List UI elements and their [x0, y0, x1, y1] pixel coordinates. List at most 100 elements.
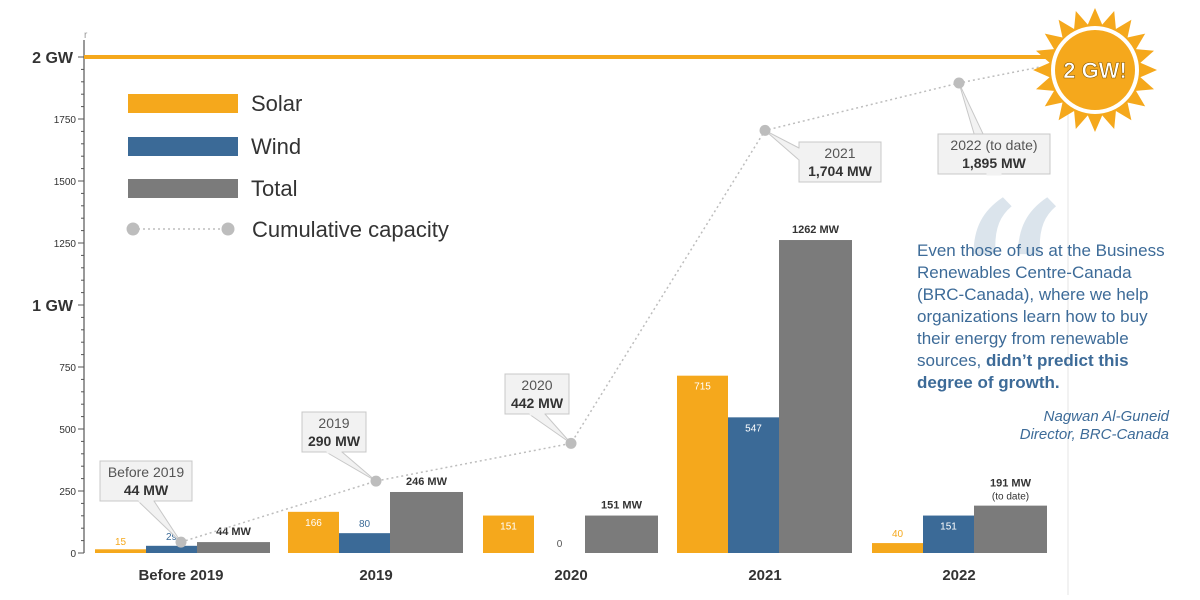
callout-value: 1,895 MW [962, 155, 1027, 171]
cumulative-line [180, 66, 1041, 543]
x-tick-label: Before 2019 [138, 567, 223, 584]
y-tick-label: 1250 [54, 239, 77, 250]
two-gw-burst: 2 GW! [1033, 8, 1157, 132]
callout-value: 442 MW [511, 395, 564, 411]
legend-label-cumulative: Cumulative capacity [252, 217, 449, 242]
cumulative-point [370, 475, 382, 487]
bar-solar [677, 375, 728, 553]
bars: 15 29 44 MW 166 80 246 MW 151 0 151 MW 715 547 1262… [95, 224, 1047, 554]
legend-swatch-total [128, 179, 238, 198]
legend-label-wind: Wind [251, 134, 301, 159]
callout-value: 290 MW [308, 433, 361, 449]
quote-text-plain: Even those of us at the Business Renewab… [917, 241, 1165, 370]
callout-join [529, 412, 545, 416]
cumulative-point [565, 437, 577, 449]
callout-box [301, 411, 367, 453]
bar-label-solar: 40 [892, 529, 904, 540]
callout-join [986, 172, 1002, 176]
y-tick-label: 1750 [54, 115, 77, 126]
bar-wind [728, 417, 779, 553]
burst-core [1055, 30, 1135, 110]
bar-label-wind: 80 [359, 519, 371, 530]
bar-label-solar: 15 [115, 537, 127, 548]
callout-join [798, 148, 801, 160]
bar-total [779, 240, 852, 554]
callout-pointer [527, 413, 572, 444]
callout-value: 44 MW [124, 482, 169, 498]
burst-label: 2 GW! [1063, 58, 1127, 83]
callout-year: 2020 [521, 377, 552, 393]
bar-solar [288, 511, 339, 553]
x-tick-label: 2021 [748, 567, 781, 584]
callout-box [504, 373, 570, 415]
x-tick-label: 2019 [359, 567, 392, 584]
bar-total [390, 491, 463, 553]
y-tick-label: 1500 [54, 177, 77, 188]
bar-wind [923, 515, 974, 553]
x-tick-label: 2020 [554, 567, 587, 584]
legend-cumulative-dot [126, 222, 140, 236]
quote-attribution: Nagwan Al-Guneid Director, BRC-Canada [917, 408, 1179, 444]
legend-swatch-solar [128, 94, 238, 113]
callout-box [937, 133, 1051, 175]
quote-role: Director, BRC-Canada [1019, 426, 1169, 443]
y-axis: r 0 250 500 750 1250 1500 1750 1 GW 2 GW [32, 30, 88, 560]
bar-total [197, 542, 270, 553]
legend: Solar Wind Total Cumulative capacity [126, 91, 449, 242]
legend-swatch-wind [128, 137, 238, 156]
bar-label-solar: 166 [305, 518, 322, 529]
callout-year: 2021 [824, 145, 855, 161]
bar-solar [95, 549, 146, 553]
bar-label-solar: 715 [694, 382, 711, 393]
callout-join [326, 450, 342, 454]
x-axis-labels: Before 2019 2019 2020 2021 2022 [138, 567, 975, 584]
y-tick-label: 0 [70, 549, 76, 560]
callout-join [138, 499, 154, 503]
bar-label-wind: 151 [940, 522, 957, 533]
cumulative-point [175, 536, 187, 548]
callout-box [798, 141, 882, 183]
callout-year: 2019 [318, 415, 349, 431]
bar-label-wind: 547 [745, 423, 762, 434]
bar-solar [872, 543, 923, 553]
y-tick-label: 250 [59, 487, 76, 498]
callout-pointer [324, 451, 377, 482]
x-tick-label: 2022 [942, 567, 975, 584]
bar-total [974, 505, 1047, 553]
bar-label-note: (to date) [992, 492, 1029, 503]
y-tick-label: 750 [59, 363, 76, 374]
bar-label-total: 44 MW [216, 526, 251, 538]
cumulative-point [953, 77, 965, 89]
legend-label-solar: Solar [251, 91, 302, 116]
bar-label-solar: 151 [500, 522, 517, 533]
bar-solar [483, 515, 534, 553]
bar-label-total: 191 MW [990, 478, 1032, 490]
bar-label-total: 1262 MW [792, 224, 840, 236]
bar-label-total: 151 MW [601, 500, 643, 512]
callout-box [99, 460, 193, 502]
quote-mark: “ [950, 156, 1068, 423]
bar-total [585, 515, 658, 553]
quote-text-bold: didn’t predict this degree of growth. [917, 351, 1129, 392]
quote-author: Nagwan Al-Guneid [1043, 408, 1169, 425]
quote-text: Even those of us at the Business Renewab… [917, 240, 1179, 394]
callout-year: Before 2019 [108, 464, 184, 480]
legend-label-total: Total [251, 176, 297, 201]
legend-cumulative-dot [221, 222, 235, 236]
axis-top-mark: r [84, 30, 88, 41]
gw-axis-label: 2 GW [32, 50, 74, 67]
y-tick-label: 500 [59, 425, 76, 436]
cumulative-series: Before 2019 44 MW 2019 290 MW 2020 442 MW 2021… [99, 66, 1051, 548]
quote-block: Even those of us at the Business Renewab… [917, 240, 1179, 444]
bar-label-wind: 29 [166, 532, 178, 543]
bar-label-wind: 0 [557, 539, 563, 550]
gw-axis-label: 1 GW [32, 298, 74, 315]
callout-pointer [136, 500, 182, 543]
bar-wind [339, 533, 390, 553]
callout-year: 2022 (to date) [950, 137, 1037, 153]
callout-value: 1,704 MW [808, 163, 873, 179]
cumulative-point [759, 124, 771, 136]
bar-wind [146, 545, 197, 553]
callout-pointer [764, 129, 800, 162]
